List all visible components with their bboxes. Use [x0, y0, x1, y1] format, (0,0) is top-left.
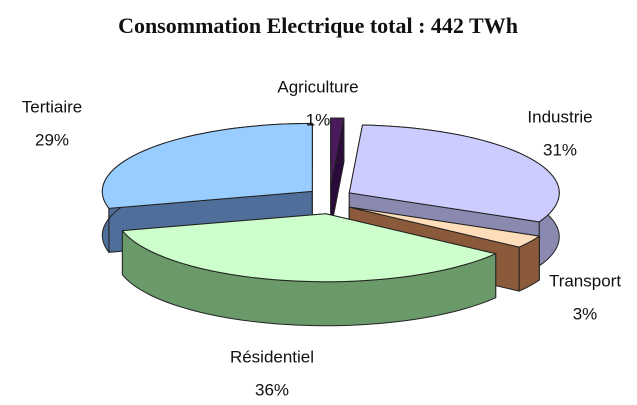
slice-top — [121, 213, 497, 283]
slice-top — [101, 122, 313, 209]
slice-value-label: 1% — [306, 110, 331, 129]
slice — [330, 117, 345, 231]
slice-value-label: 31% — [543, 140, 577, 159]
slice-top — [348, 206, 540, 248]
slice-value-label: 29% — [35, 130, 69, 149]
slice-top — [348, 124, 560, 223]
slice-label: Tertiaire — [22, 97, 82, 116]
slice-label: Résidentiel — [230, 347, 314, 366]
slice-top — [330, 117, 345, 187]
slice-value-label: 3% — [573, 304, 598, 323]
slice — [121, 213, 497, 327]
chart-title: Consommation Electrique total : 442 TWh — [118, 13, 518, 38]
pie — [101, 117, 560, 327]
slice-value-label: 36% — [255, 380, 289, 399]
slice-label: Industrie — [527, 107, 592, 126]
slice-label: Agriculture — [277, 77, 358, 96]
slice-label: Transport — [549, 271, 621, 290]
